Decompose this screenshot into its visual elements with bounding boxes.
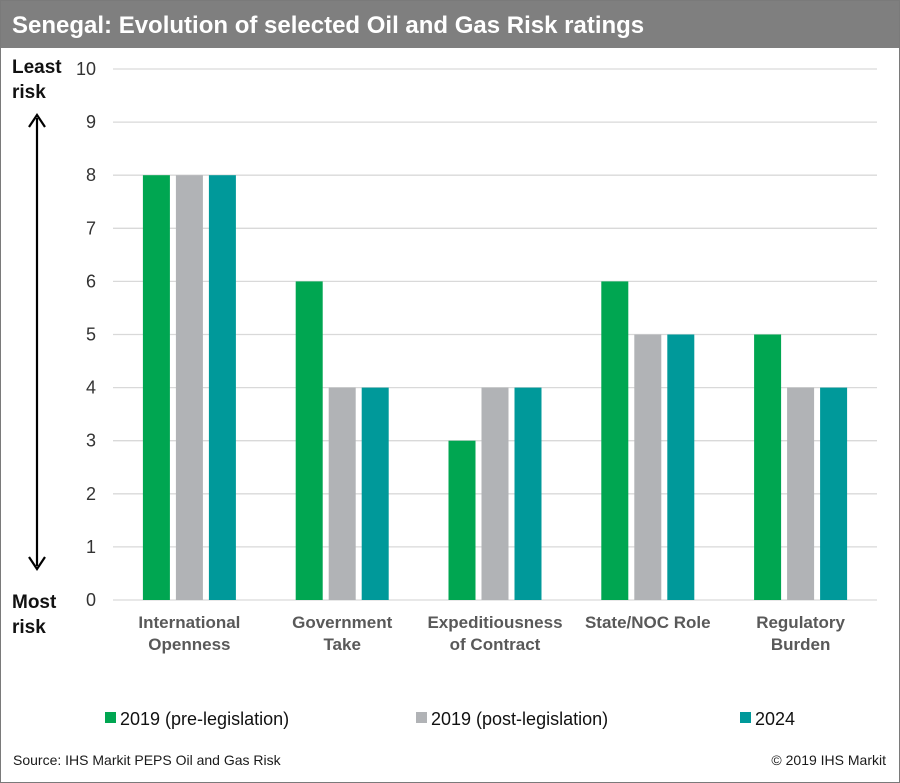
bar	[142, 175, 170, 600]
legend-label: 2019 (pre-legislation)	[120, 709, 289, 729]
bar	[601, 281, 629, 600]
arrow-down-icon	[28, 556, 46, 571]
y-tick-label: 10	[76, 59, 96, 79]
title-bar: Senegal: Evolution of selected Oil and G…	[1, 1, 899, 48]
x-tick-label-line: State/NOC Role	[585, 613, 711, 632]
x-tick-label-line: Regulatory	[756, 613, 845, 632]
copyright-note: © 2019 IHS Markit	[771, 752, 886, 768]
bar	[328, 387, 356, 600]
legend-swatch	[740, 712, 751, 723]
x-tick-label: Regulatory Burden	[756, 613, 845, 654]
x-tick-label: International Openness	[138, 613, 240, 654]
most-risk-label: Most	[12, 592, 57, 613]
most-risk-label: risk	[12, 617, 46, 638]
x-tick-label-line: Burden	[771, 635, 831, 654]
y-tick-label: 2	[86, 484, 96, 504]
x-tick-label-line: International	[138, 613, 240, 632]
bar	[295, 281, 323, 600]
least-risk-label: Least	[12, 57, 62, 78]
y-tick-label: 6	[86, 271, 96, 291]
bar	[754, 334, 782, 600]
bar	[634, 334, 662, 600]
x-tick-label: Government Take	[292, 613, 392, 654]
bar	[175, 175, 203, 600]
y-tick-label: 7	[86, 218, 96, 238]
legend-label: 2024	[755, 709, 795, 729]
bar	[787, 387, 815, 600]
source-note: Source: IHS Markit PEPS Oil and Gas Risk	[13, 752, 281, 768]
x-tick-label-line: Expeditiousness	[427, 613, 562, 632]
least-risk-label: risk	[12, 82, 46, 103]
chart-title: Senegal: Evolution of selected Oil and G…	[12, 12, 645, 39]
bar	[514, 387, 542, 600]
y-tick-label: 1	[86, 537, 96, 557]
x-tick-label-line: of Contract	[450, 635, 541, 654]
y-tick-label: 5	[86, 325, 96, 345]
legend-swatch	[416, 712, 427, 723]
x-tick-label: Expeditiousness of Contract	[427, 613, 562, 654]
bar	[361, 387, 389, 600]
y-tick-label: 4	[86, 378, 96, 398]
bar	[820, 387, 848, 600]
bar	[667, 334, 695, 600]
y-tick-label: 3	[86, 431, 96, 451]
x-tick-label-line: Take	[323, 635, 361, 654]
bar	[448, 440, 476, 600]
x-tick-label-line: Government	[292, 613, 392, 632]
x-tick-label: State/NOC Role	[585, 613, 711, 632]
y-tick-label: 0	[86, 590, 96, 610]
bar	[208, 175, 236, 600]
legend-swatch	[105, 712, 116, 723]
y-tick-label: 9	[86, 112, 96, 132]
y-tick-label: 8	[86, 165, 96, 185]
legend-label: 2019 (post-legislation)	[431, 709, 608, 729]
bar	[481, 387, 509, 600]
arrow-up-icon	[28, 113, 46, 128]
x-tick-label-line: Openness	[148, 635, 230, 654]
